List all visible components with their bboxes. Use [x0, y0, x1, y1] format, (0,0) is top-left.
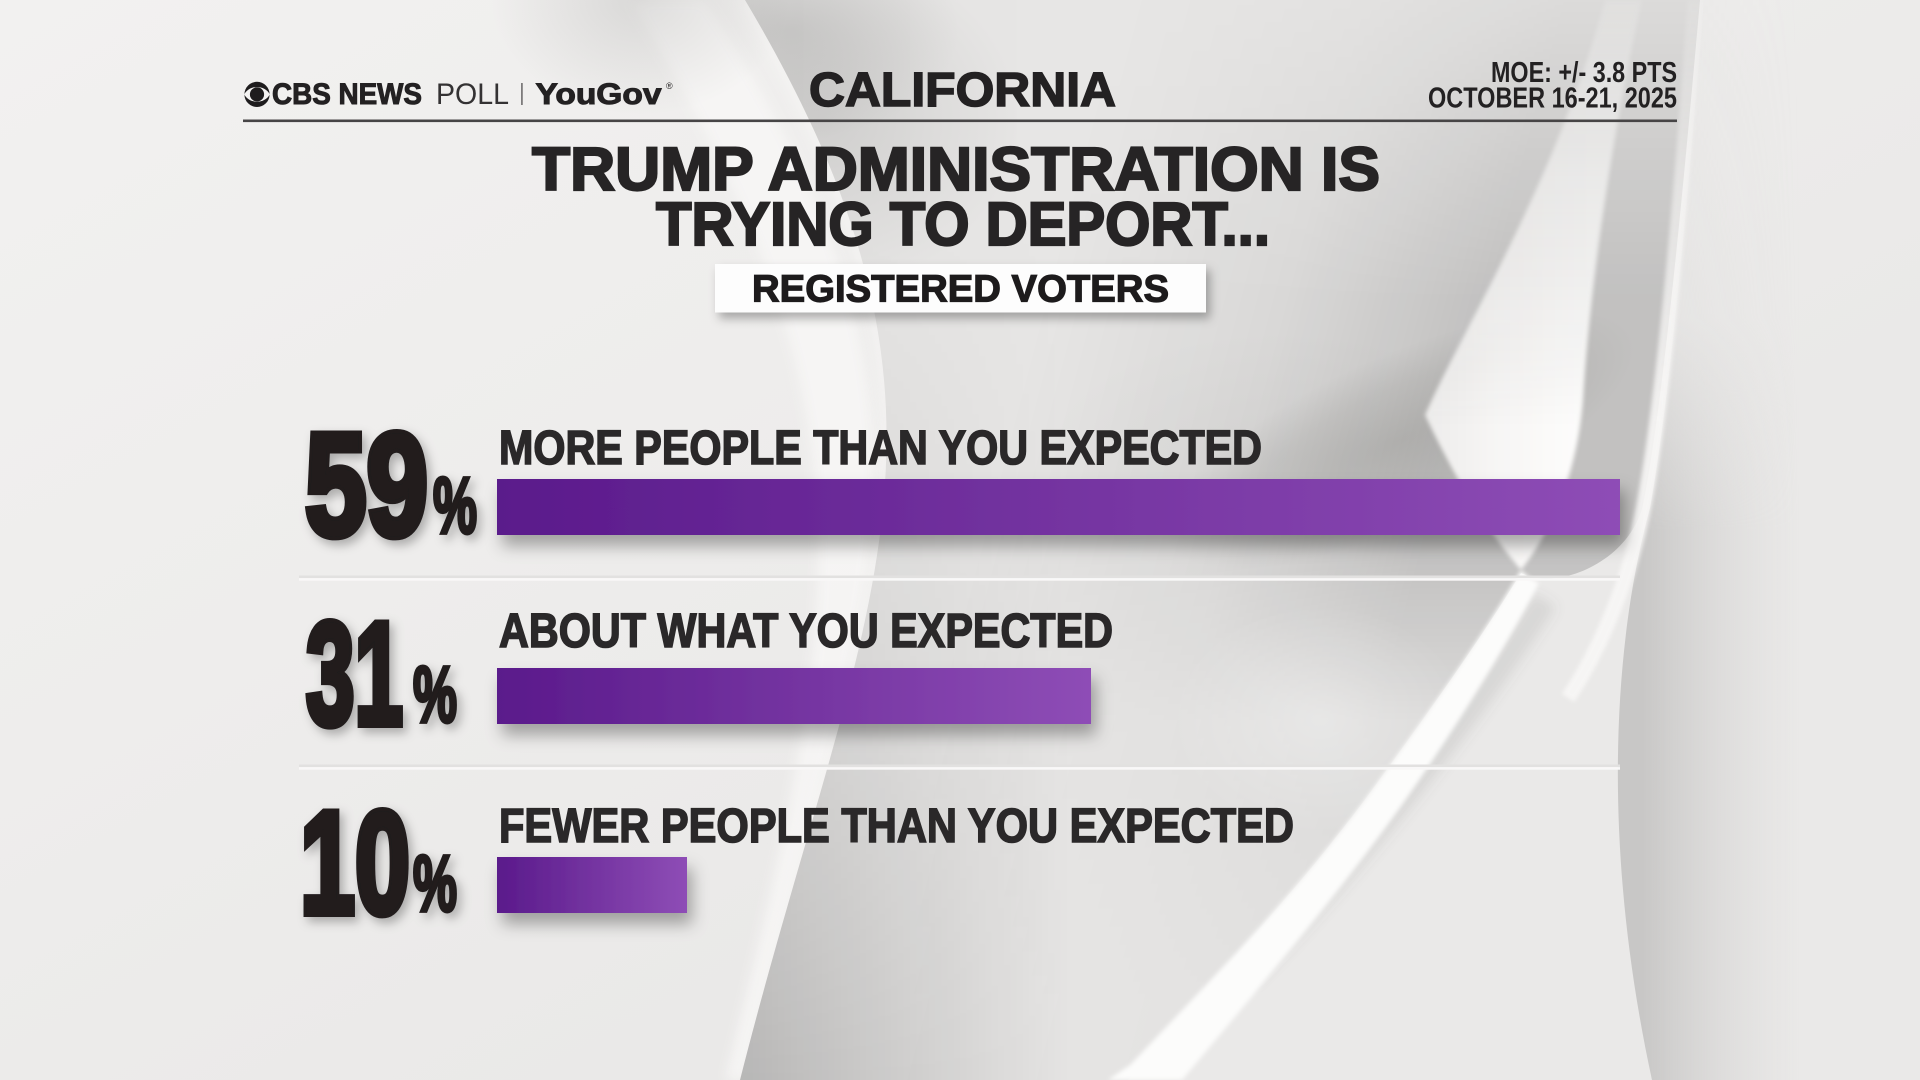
svg-text:%: %	[433, 461, 477, 550]
svg-text:31: 31	[306, 592, 403, 755]
svg-text:MORE PEOPLE THAN YOU EXPECTED: MORE PEOPLE THAN YOU EXPECTED	[499, 421, 1262, 475]
svg-text:OCTOBER 16-21, 2025: OCTOBER 16-21, 2025	[1428, 83, 1677, 115]
svg-text:POLL: POLL	[436, 78, 509, 111]
svg-text:%: %	[413, 839, 457, 928]
svg-text:TRUMP ADMINISTRATION IS: TRUMP ADMINISTRATION IS	[532, 135, 1380, 203]
svg-text:CALIFORNIA: CALIFORNIA	[809, 64, 1116, 117]
svg-text:YouGov: YouGov	[536, 78, 663, 111]
svg-text:REGISTERED VOTERS: REGISTERED VOTERS	[752, 269, 1169, 311]
svg-text:FEWER PEOPLE THAN YOU EXPECTED: FEWER PEOPLE THAN YOU EXPECTED	[499, 799, 1294, 853]
svg-text:®: ®	[666, 81, 673, 91]
svg-text:%: %	[413, 650, 457, 739]
svg-text:ABOUT WHAT YOU EXPECTED: ABOUT WHAT YOU EXPECTED	[499, 604, 1113, 658]
svg-text:CBS NEWS: CBS NEWS	[272, 78, 422, 111]
svg-text:59: 59	[305, 403, 428, 566]
svg-text:MOE: +/- 3.8 PTS: MOE: +/- 3.8 PTS	[1491, 57, 1677, 89]
svg-text:10: 10	[300, 781, 410, 944]
svg-text:TRYING TO DEPORT...: TRYING TO DEPORT...	[656, 190, 1270, 258]
